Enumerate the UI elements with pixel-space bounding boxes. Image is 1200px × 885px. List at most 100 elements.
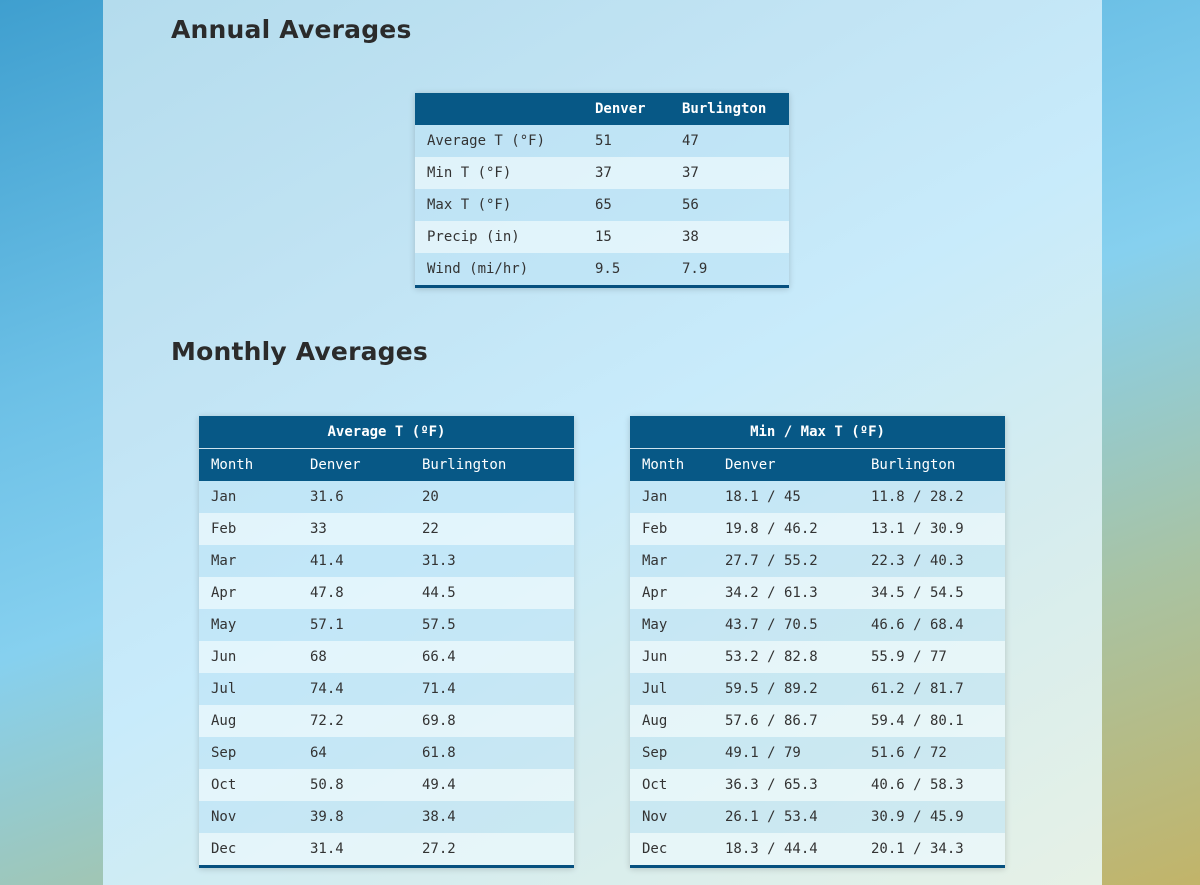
table-header-row: Denver Burlington bbox=[415, 93, 789, 125]
table-cell: Max T (°F) bbox=[427, 197, 512, 213]
table-cell: May bbox=[642, 617, 668, 633]
table-cell: 40.6 / 58.3 bbox=[871, 777, 964, 793]
table-cell: 34.2 / 61.3 bbox=[725, 585, 818, 601]
column-header-month: Month bbox=[630, 448, 713, 481]
column-header-denver: Denver bbox=[298, 448, 410, 481]
column-header-burlington: Burlington bbox=[410, 448, 574, 481]
table-cell: 41.4 bbox=[310, 553, 344, 569]
table-cell: Feb bbox=[211, 521, 237, 537]
monthly-averages-heading: Monthly Averages bbox=[171, 337, 429, 366]
table-cell: 38.4 bbox=[422, 809, 456, 825]
table-cell: Oct bbox=[642, 777, 668, 793]
table-row: Oct 36.3 / 65.3 40.6 / 58.3 bbox=[630, 769, 1005, 801]
table-caption: Min / Max T (ºF) bbox=[630, 416, 1005, 449]
table-row: Mar 41.4 31.3 bbox=[199, 545, 574, 577]
table-cell: 47 bbox=[682, 133, 699, 149]
table-row: Aug 72.2 69.8 bbox=[199, 705, 574, 737]
table-row: Aug 57.6 / 86.7 59.4 / 80.1 bbox=[630, 705, 1005, 737]
table-caption: Average T (ºF) bbox=[199, 416, 574, 449]
table-header-row: Month Denver Burlington bbox=[199, 448, 574, 481]
table-cell: 72.2 bbox=[310, 713, 344, 729]
table-cell: Feb bbox=[642, 521, 668, 537]
table-cell: 57.6 / 86.7 bbox=[725, 713, 818, 729]
table-row: Min T (°F) 37 37 bbox=[415, 157, 789, 189]
table-cell: 39.8 bbox=[310, 809, 344, 825]
table-cell: 57.1 bbox=[310, 617, 344, 633]
table-cell: 49.4 bbox=[422, 777, 456, 793]
monthly-average-temperature-table: Average T (ºF) Month Denver Burlington J… bbox=[199, 416, 574, 868]
table-row: Dec 31.4 27.2 bbox=[199, 833, 574, 867]
table-cell: Jul bbox=[642, 681, 668, 697]
table-cell: Jan bbox=[642, 489, 668, 505]
table-cell: 65 bbox=[595, 197, 612, 213]
main-content: Annual Averages Denver Burlington Averag… bbox=[103, 0, 1102, 885]
annual-averages-table: Denver Burlington Average T (°F) 51 47 Min … bbox=[415, 93, 789, 288]
table-cell: Dec bbox=[211, 841, 237, 857]
table-cell: 59.5 / 89.2 bbox=[725, 681, 818, 697]
table-cell: Jun bbox=[211, 649, 237, 665]
table-cell: 20.1 / 34.3 bbox=[871, 841, 964, 857]
table-cell: 37 bbox=[682, 165, 699, 181]
table-cell: Apr bbox=[211, 585, 237, 601]
table-cell: Mar bbox=[211, 553, 237, 569]
table-cell: 61.2 / 81.7 bbox=[871, 681, 964, 697]
table-cell: Oct bbox=[211, 777, 237, 793]
table-row: Sep 64 61.8 bbox=[199, 737, 574, 769]
table-cell: 56 bbox=[682, 197, 699, 213]
table-row: Nov 39.8 38.4 bbox=[199, 801, 574, 833]
table-cell: 64 bbox=[310, 745, 327, 761]
table-cell: 49.1 / 79 bbox=[725, 745, 801, 761]
table-cell: Nov bbox=[642, 809, 668, 825]
table-row: Jul 59.5 / 89.2 61.2 / 81.7 bbox=[630, 673, 1005, 705]
table-cell: Jun bbox=[642, 649, 668, 665]
table-cell: Sep bbox=[642, 745, 668, 761]
table-cell: 13.1 / 30.9 bbox=[871, 521, 964, 537]
table-cell: Aug bbox=[211, 713, 237, 729]
table-cell: 18.3 / 44.4 bbox=[725, 841, 818, 857]
table-row: Feb 33 22 bbox=[199, 513, 574, 545]
table-row: Sep 49.1 / 79 51.6 / 72 bbox=[630, 737, 1005, 769]
table-cell: 26.1 / 53.4 bbox=[725, 809, 818, 825]
table-cell: 57.5 bbox=[422, 617, 456, 633]
table-cell: May bbox=[211, 617, 237, 633]
table-cell: Min T (°F) bbox=[427, 165, 512, 181]
table-caption-row: Average T (ºF) bbox=[199, 416, 574, 449]
table-cell: 59.4 / 80.1 bbox=[871, 713, 964, 729]
table-cell: Apr bbox=[642, 585, 668, 601]
table-cell: 69.8 bbox=[422, 713, 456, 729]
table-cell: 66.4 bbox=[422, 649, 456, 665]
table-row: Average T (°F) 51 47 bbox=[415, 125, 789, 157]
table-cell: 44.5 bbox=[422, 585, 456, 601]
table-cell: 53.2 / 82.8 bbox=[725, 649, 818, 665]
table-row: Oct 50.8 49.4 bbox=[199, 769, 574, 801]
table-cell: 27.2 bbox=[422, 841, 456, 857]
table-cell: Mar bbox=[642, 553, 668, 569]
table-row: Precip (in) 15 38 bbox=[415, 221, 789, 253]
table-cell: Sep bbox=[211, 745, 237, 761]
column-header-burlington: Burlington bbox=[670, 93, 789, 125]
table-cell: 34.5 / 54.5 bbox=[871, 585, 964, 601]
table-cell: 31.4 bbox=[310, 841, 344, 857]
column-header-denver: Denver bbox=[583, 93, 670, 125]
table-cell: 19.8 / 46.2 bbox=[725, 521, 818, 537]
table-cell: 22.3 / 40.3 bbox=[871, 553, 964, 569]
table-cell: Precip (in) bbox=[427, 229, 520, 245]
table-row: Nov 26.1 / 53.4 30.9 / 45.9 bbox=[630, 801, 1005, 833]
table-row: Wind (mi/hr) 9.5 7.9 bbox=[415, 253, 789, 287]
table-row: Jun 68 66.4 bbox=[199, 641, 574, 673]
table-cell: Jan bbox=[211, 489, 237, 505]
column-header-month: Month bbox=[199, 448, 298, 481]
table-cell: 31.6 bbox=[310, 489, 344, 505]
table-row: Jul 74.4 71.4 bbox=[199, 673, 574, 705]
table-caption-row: Min / Max T (ºF) bbox=[630, 416, 1005, 449]
table-row: Feb 19.8 / 46.2 13.1 / 30.9 bbox=[630, 513, 1005, 545]
table-row: Apr 47.8 44.5 bbox=[199, 577, 574, 609]
table-cell: 36.3 / 65.3 bbox=[725, 777, 818, 793]
table-row: Apr 34.2 / 61.3 34.5 / 54.5 bbox=[630, 577, 1005, 609]
annual-averages-heading: Annual Averages bbox=[171, 15, 412, 44]
table-cell: 74.4 bbox=[310, 681, 344, 697]
table-row: Jan 31.6 20 bbox=[199, 481, 574, 513]
table-cell: 51.6 / 72 bbox=[871, 745, 947, 761]
table-cell: 9.5 bbox=[595, 261, 621, 277]
table-cell: 55.9 / 77 bbox=[871, 649, 947, 665]
